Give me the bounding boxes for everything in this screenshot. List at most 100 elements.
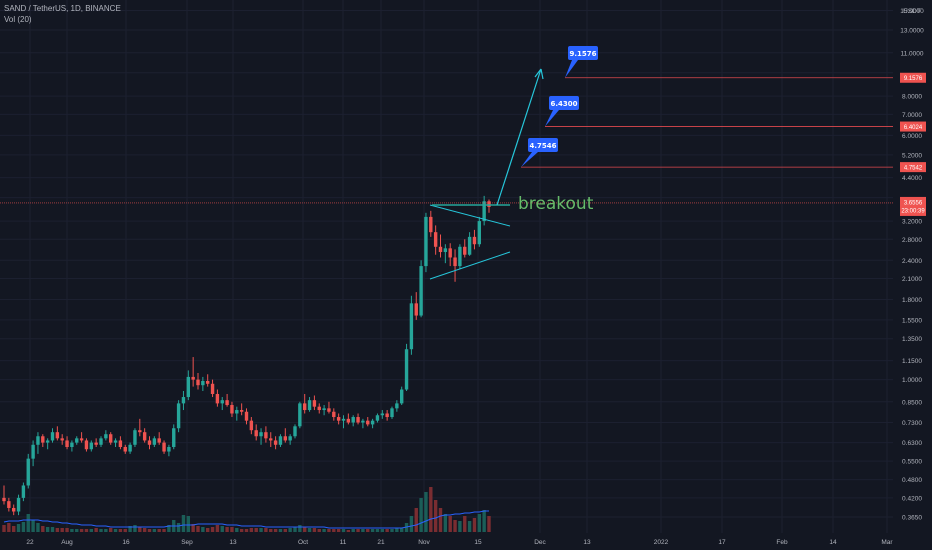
- candle-body: [196, 379, 200, 386]
- price-tick-label: 15.0000: [900, 8, 924, 15]
- time-tick-label: 16: [122, 539, 130, 546]
- candle-body: [429, 216, 433, 233]
- volume-bar: [191, 524, 195, 532]
- candle-body: [235, 410, 239, 414]
- candle-body: [390, 408, 394, 418]
- price-tick-label: 13.0000: [900, 28, 924, 35]
- volume-bar: [220, 526, 224, 532]
- volume-bar: [336, 529, 341, 532]
- volume-bar: [409, 516, 414, 532]
- price-tick-label: 2.1000: [902, 276, 922, 283]
- candle-body: [75, 438, 79, 443]
- volume-bar: [230, 527, 234, 532]
- candle-body: [123, 446, 127, 452]
- volume-bar: [472, 518, 477, 532]
- time-tick-label: 2022: [654, 539, 669, 546]
- target-axis-tag: [900, 72, 926, 83]
- last-price-tag: [900, 196, 926, 216]
- volume-bar: [467, 521, 472, 532]
- candle-body: [55, 432, 60, 439]
- price-tick-label: 0.4800: [902, 477, 922, 484]
- candle-body: [157, 438, 161, 443]
- volume-bar: [419, 498, 423, 532]
- candle-body: [7, 501, 11, 508]
- candle-body: [404, 349, 409, 390]
- volume-bar: [215, 525, 220, 532]
- volume-bar: [65, 528, 69, 532]
- candle-body: [60, 438, 64, 441]
- candle-body: [210, 383, 215, 394]
- quote-unit-label: USDT: [903, 8, 921, 15]
- volume-bar: [45, 527, 50, 532]
- candle-body: [351, 417, 355, 423]
- target-axis-tag: [900, 162, 926, 173]
- candle-body: [21, 485, 26, 498]
- volume-bar: [433, 500, 438, 532]
- target-axis-tag: [900, 121, 926, 132]
- volume-bar: [157, 529, 161, 532]
- candle-body: [443, 248, 448, 253]
- time-tick-label: 15: [474, 539, 482, 546]
- time-tick-label: Nov: [418, 539, 430, 546]
- time-tick-label: 13: [229, 539, 237, 546]
- candle-body: [16, 497, 21, 512]
- price-tick-label: 0.7300: [902, 420, 922, 427]
- candle-body: [50, 432, 55, 441]
- volume-bar: [385, 529, 389, 532]
- volume-bar: [26, 514, 30, 532]
- candle-body: [89, 442, 93, 450]
- time-tick-label: Dec: [534, 539, 546, 546]
- volume-bar: [327, 529, 331, 532]
- target-axis-tag-label: 6.4024: [904, 125, 923, 131]
- volume-bars: [2, 487, 491, 532]
- candle-body: [84, 440, 89, 450]
- price-tick-label: 0.5500: [902, 459, 922, 466]
- price-axis[interactable]: 0.3650 0.4200 0.4800 0.5500 0.6300 0.7300 0.85…: [900, 8, 926, 522]
- candle-body: [477, 221, 481, 245]
- candle-body: [45, 440, 50, 443]
- time-tick-label: Aug: [61, 539, 73, 546]
- target-callout-box: [568, 46, 598, 60]
- volume-bar: [424, 492, 428, 532]
- candle-body: [215, 393, 220, 404]
- volume-bar: [264, 528, 268, 532]
- candle-body: [361, 420, 365, 423]
- target-axis-tag-label: 4.7542: [904, 165, 923, 171]
- volume-indicator-label[interactable]: Vol (20): [4, 15, 32, 24]
- price-tick-label: 1.0000: [902, 377, 922, 384]
- volume-bar: [75, 529, 79, 532]
- candle-body: [133, 430, 137, 445]
- volume-bar: [162, 529, 166, 532]
- target-callout-label: 9.1576: [569, 50, 596, 58]
- candlesticks: [2, 195, 491, 516]
- candle-body: [138, 430, 142, 433]
- time-tick-label: 11: [340, 539, 347, 546]
- candle-body: [453, 257, 457, 267]
- triangle-upper-line: [429, 204, 511, 227]
- time-axis[interactable]: 22 Aug 16 Sep 13 Oct 11 21 Nov 15 Dec 13 2022 17 Feb 14…: [26, 539, 893, 546]
- projection-arrow: [496, 68, 542, 206]
- candle-body: [385, 413, 389, 418]
- time-tick-label: Oct: [298, 539, 308, 546]
- candle-body: [332, 411, 336, 418]
- price-tick-label: 1.3500: [902, 336, 922, 343]
- candle-body: [341, 418, 346, 421]
- volume-bar: [269, 529, 273, 532]
- triangle-lower-line: [429, 251, 511, 280]
- volume-bar: [16, 524, 21, 532]
- volume-bar: [41, 526, 45, 532]
- volume-bar: [99, 529, 103, 532]
- volume-bar: [128, 526, 132, 532]
- candle-body: [220, 400, 224, 404]
- volume-bar: [239, 529, 244, 532]
- candle-body: [424, 216, 428, 267]
- candle-body: [65, 440, 69, 447]
- candle-body: [109, 434, 113, 443]
- volume-bar: [84, 529, 89, 532]
- volume-bar: [210, 527, 215, 532]
- volume-bar: [463, 516, 467, 532]
- volume-bar: [254, 528, 258, 532]
- volume-bar: [235, 528, 239, 532]
- candle-body: [201, 380, 205, 386]
